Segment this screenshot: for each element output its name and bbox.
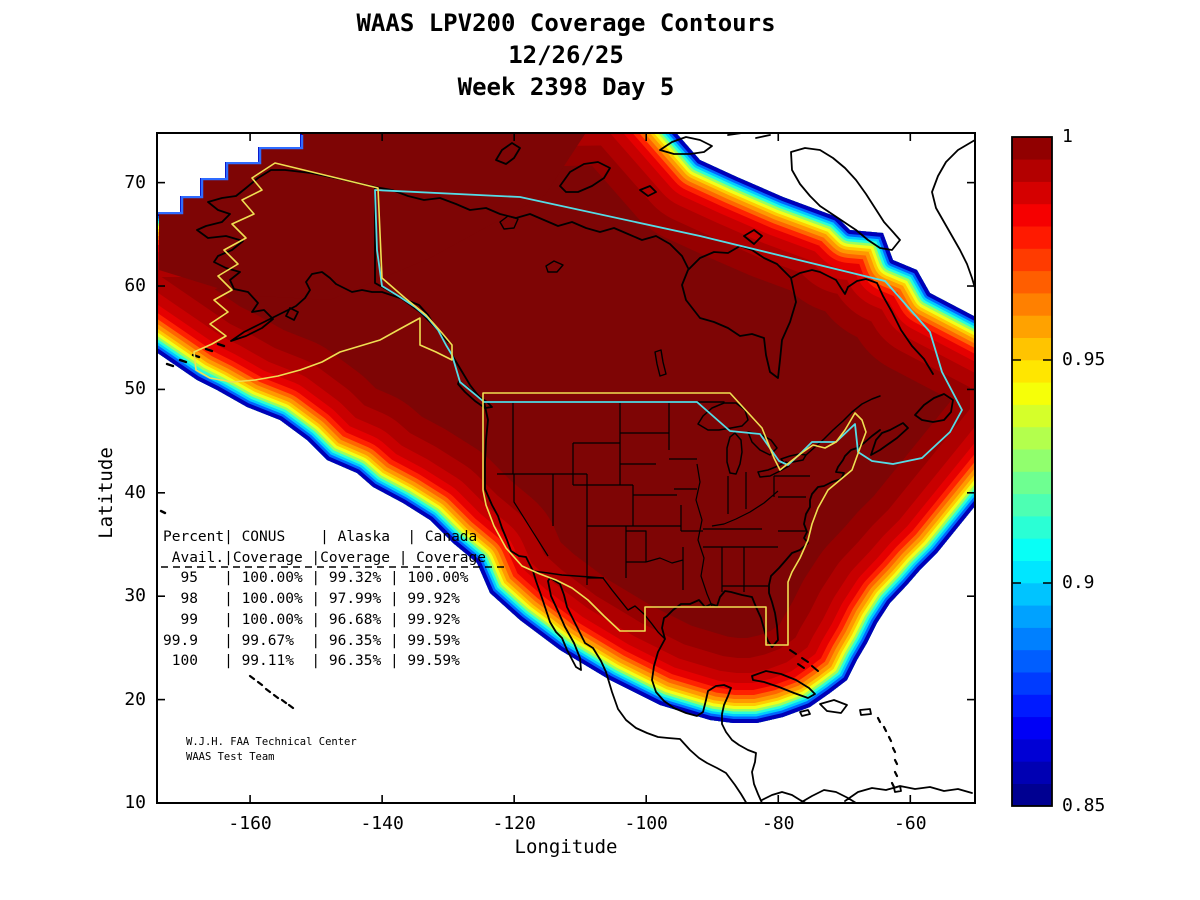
colorbar-band-23 <box>1012 270 1052 294</box>
x-tick-label--80: -80 <box>761 813 795 834</box>
coverage-statistics-table: Percent| CONUS | Alaska | Canada Avail.|… <box>163 529 487 670</box>
colorbar-band-4 <box>1012 694 1052 718</box>
colorbar-band-29 <box>1012 136 1052 160</box>
colorbar-band-24 <box>1012 248 1052 272</box>
colorbar-tick-marks <box>1012 359 1052 584</box>
arctic-mainland-coast <box>374 186 689 269</box>
colorbar-band-18 <box>1012 382 1052 405</box>
chart-date: 12/26/25 <box>508 41 624 69</box>
y-tick-label-40: 40 <box>124 481 146 503</box>
colorbar-tick-label-1: 1 <box>1062 126 1073 147</box>
northwest-steps-core-patch <box>159 134 585 300</box>
aleutian-islands <box>159 342 226 515</box>
lesser-antilles <box>876 716 899 789</box>
coverage-contour-field <box>157 133 975 723</box>
colorbar-band-28 <box>1012 159 1052 182</box>
colorbar-band-20 <box>1012 337 1052 361</box>
chart-title: WAAS LPV200 Coverage Contours <box>356 9 776 37</box>
colorbar-band-25 <box>1012 225 1052 249</box>
colorbar-band-12 <box>1012 515 1052 539</box>
colorbar-band-7 <box>1012 627 1052 651</box>
colorbar-band-9 <box>1012 582 1052 606</box>
colorbar-band-2 <box>1012 738 1052 762</box>
x-axis-label: Longitude <box>514 836 618 858</box>
x-tick-label--120: -120 <box>492 813 536 834</box>
x-tick-label--100: -100 <box>624 813 668 834</box>
colorbar-band-15 <box>1012 448 1052 472</box>
northwest-steps-contour-edge <box>157 135 304 215</box>
nova-scotia <box>863 422 909 456</box>
x-tick-label--60: -60 <box>894 813 927 834</box>
newfoundland <box>914 393 954 423</box>
baffin-island <box>790 147 901 251</box>
y-tick-label-20: 20 <box>124 688 146 710</box>
x-tick-label--140: -140 <box>360 813 404 834</box>
colorbar-band-13 <box>1012 493 1052 517</box>
colorbar-band-19 <box>1012 359 1052 383</box>
us-mexico-border <box>532 570 666 640</box>
colorbar-band-26 <box>1012 203 1052 227</box>
arctic-islands <box>495 133 771 245</box>
plot-frame <box>156 132 976 804</box>
colorbar-band-1 <box>1012 761 1052 784</box>
coastline-west-and-baja <box>483 401 582 671</box>
plot-area <box>157 133 975 803</box>
colorbar-band-27 <box>1012 181 1052 205</box>
colorbar-band-5 <box>1012 671 1052 695</box>
footnote-text: W.J.H. FAA Technical Center WAAS Test Te… <box>186 736 357 763</box>
colorbar-frame <box>1011 136 1053 807</box>
colorbar-band-11 <box>1012 538 1052 561</box>
us-state-borders <box>497 402 810 607</box>
colorbar <box>1012 136 1052 807</box>
x-tick-label--160: -160 <box>228 813 272 834</box>
coastline-east-and-gulf <box>651 442 865 803</box>
coastline-mexico-pacific <box>551 578 748 803</box>
st-lawrence-river <box>805 395 881 456</box>
colorbar-band-14 <box>1012 471 1052 495</box>
greenland-coast <box>931 139 975 289</box>
y-tick-label-10: 10 <box>124 792 146 813</box>
kodiak-island <box>285 307 299 321</box>
great-lakes <box>697 402 807 478</box>
colorbar-band-3 <box>1012 716 1052 740</box>
y-tick-label-50: 50 <box>124 378 146 400</box>
hispaniola <box>799 699 872 717</box>
hawaii-islands <box>248 674 295 710</box>
colorbar-band-0 <box>1012 783 1052 807</box>
bahamas <box>789 649 819 672</box>
y-tick-label-70: 70 <box>124 171 146 193</box>
colorbar-tick-label-0.85: 0.85 <box>1062 795 1106 816</box>
colorbar-band-16 <box>1012 426 1052 450</box>
labrador-coast <box>790 269 934 375</box>
colorbar-band-8 <box>1012 605 1052 628</box>
coastline-alaska <box>196 169 485 403</box>
colorbar-tick-label-0.95: 0.95 <box>1062 349 1106 370</box>
alaska-service-boundary <box>193 162 453 383</box>
y-tick-label-60: 60 <box>124 275 146 297</box>
colorbar-tick-label-0.9: 0.9 <box>1062 572 1095 593</box>
colorbar-band-21 <box>1012 315 1052 338</box>
canada-lakes <box>499 215 667 377</box>
colorbar-band-17 <box>1012 404 1052 428</box>
cuba <box>751 670 816 699</box>
chart-week-day: Week 2398 Day 5 <box>457 73 675 101</box>
colorbar-band-22 <box>1012 292 1052 316</box>
conus-service-boundary <box>482 392 867 646</box>
y-tick-label-30: 30 <box>124 585 146 607</box>
colorbar-band-6 <box>1012 649 1052 673</box>
colorbar-band-10 <box>1012 560 1052 584</box>
south-america-coast <box>761 785 973 803</box>
